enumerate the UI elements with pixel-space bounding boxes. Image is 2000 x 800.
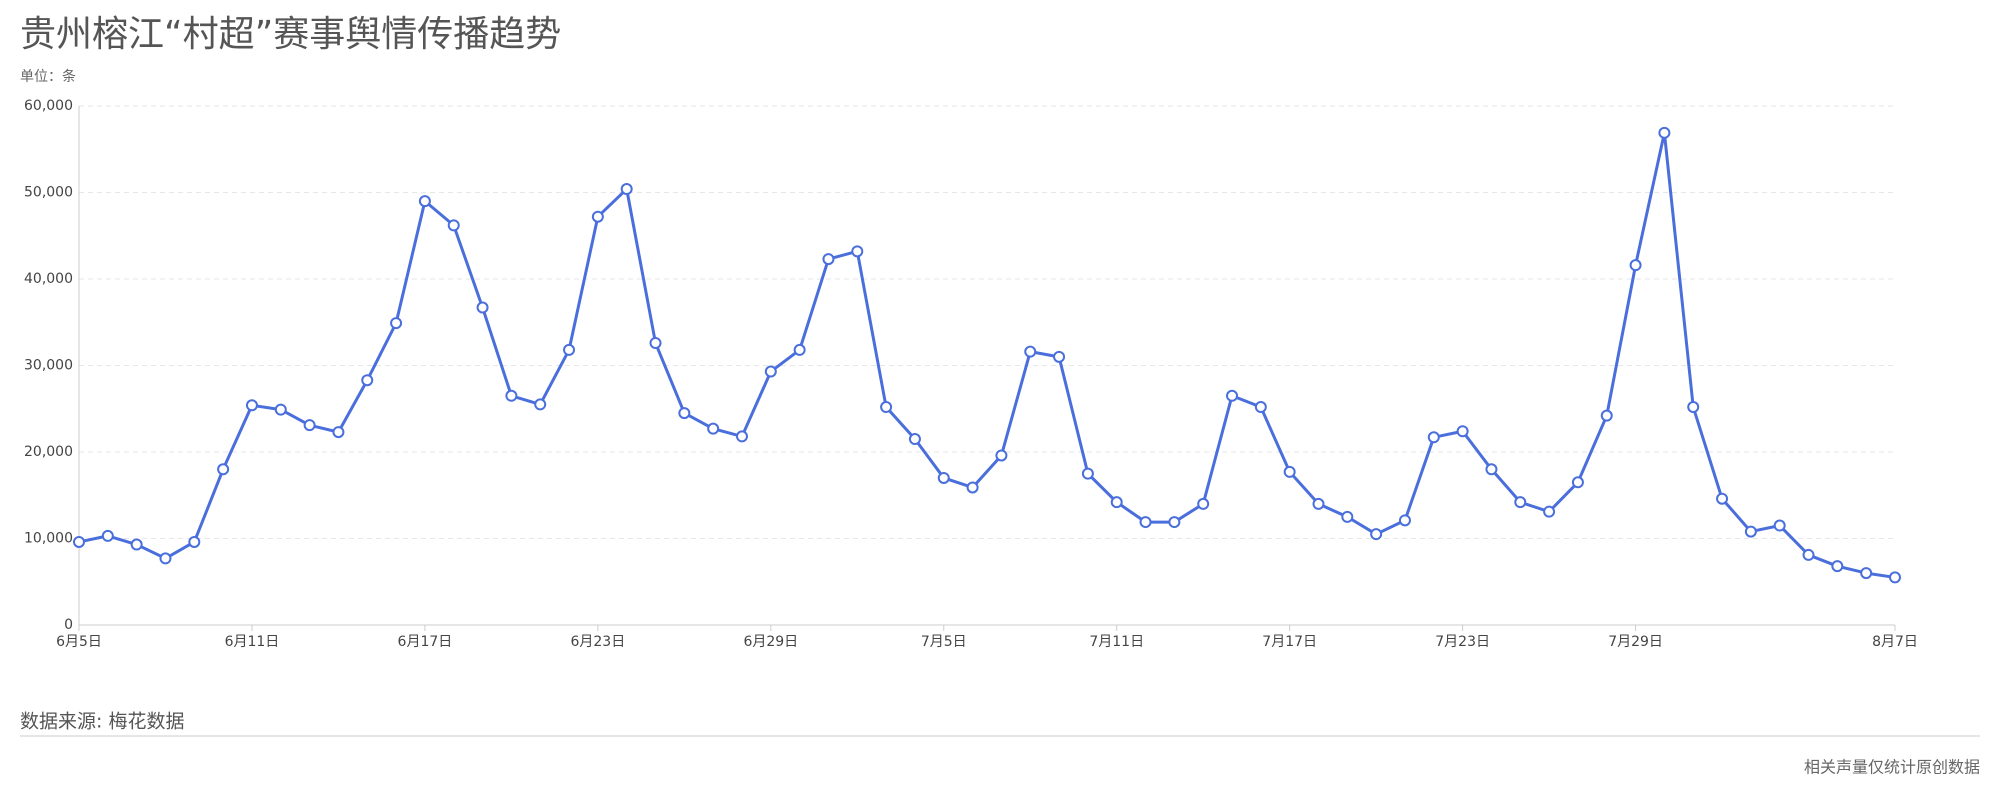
x-tick-label: 7月11日 — [1089, 634, 1144, 650]
point — [73, 535, 85, 548]
point — [1543, 505, 1556, 518]
point — [1197, 497, 1210, 510]
footnote: 相关声量仅统计原创数据 — [1804, 758, 1980, 777]
point — [563, 343, 576, 356]
point — [1831, 560, 1844, 573]
unit-label: 单位：条 — [20, 68, 76, 85]
point — [793, 343, 806, 356]
point — [735, 430, 748, 443]
point — [361, 374, 374, 387]
point — [1889, 571, 1901, 584]
point — [1226, 389, 1239, 402]
point — [245, 399, 258, 412]
x-tick-label: 6月11日 — [225, 634, 280, 650]
point — [534, 398, 547, 411]
point — [1139, 516, 1152, 529]
point — [620, 183, 633, 196]
point — [130, 538, 143, 551]
point — [1716, 492, 1729, 505]
x-tick-label: 8月7日 — [1872, 634, 1918, 650]
point — [1514, 496, 1527, 509]
point — [1053, 350, 1066, 363]
x-tick-label: 7月5日 — [921, 634, 967, 650]
point — [1658, 126, 1671, 139]
point — [880, 401, 893, 414]
point — [937, 471, 950, 484]
point — [1312, 497, 1325, 510]
x-tick-label: 7月23日 — [1435, 634, 1490, 650]
point — [159, 552, 172, 565]
point — [447, 219, 460, 232]
point — [188, 535, 201, 548]
point — [1110, 496, 1123, 509]
point — [678, 407, 691, 420]
point — [274, 403, 287, 416]
source: 数据来源: 梅花数据 — [20, 711, 184, 733]
point — [851, 245, 864, 258]
x-tick-label: 6月23日 — [570, 634, 625, 650]
y-tick-label: 60,000 — [24, 98, 73, 114]
x-tick-label: 6月17日 — [398, 634, 453, 650]
y-tick-label: 0 — [64, 617, 73, 633]
y-tick-label: 40,000 — [24, 271, 73, 287]
point — [1024, 345, 1037, 358]
y-tick-label: 20,000 — [24, 444, 73, 460]
point — [591, 210, 604, 223]
point — [1744, 525, 1757, 538]
point — [1283, 465, 1296, 478]
point — [822, 253, 835, 266]
line — [78, 131, 1896, 579]
point — [1341, 510, 1354, 523]
point — [1860, 567, 1873, 580]
point — [1773, 519, 1786, 532]
point — [1370, 528, 1383, 541]
point — [966, 481, 979, 494]
x-tick-label: 7月17日 — [1262, 634, 1317, 650]
point — [1254, 401, 1267, 414]
point — [101, 529, 114, 542]
y-tick-label: 10,000 — [24, 531, 73, 547]
point — [1629, 259, 1642, 272]
x-tick-label: 6月5日 — [56, 634, 102, 650]
point — [1600, 409, 1613, 422]
point — [332, 426, 345, 439]
point — [390, 317, 403, 330]
point — [303, 419, 316, 432]
y-tick-label: 50,000 — [24, 185, 73, 201]
point — [1398, 514, 1411, 527]
point — [1802, 548, 1815, 561]
y-tick-label: 30,000 — [24, 358, 73, 374]
chart-title: 贵州榕江“村超”赛事舆情传播趋势 — [20, 14, 561, 55]
point — [1168, 516, 1181, 529]
point — [908, 433, 921, 446]
point — [995, 449, 1008, 462]
point — [418, 195, 431, 208]
point — [764, 365, 777, 378]
point — [217, 463, 230, 476]
point — [1427, 431, 1440, 444]
point — [1081, 467, 1094, 480]
point — [649, 337, 662, 350]
x-tick-label: 7月29日 — [1608, 634, 1663, 650]
point — [1456, 425, 1469, 438]
point — [1687, 401, 1700, 414]
point — [505, 389, 518, 402]
point — [1571, 476, 1584, 489]
x-tick-label: 6月29日 — [743, 634, 798, 650]
point — [476, 301, 489, 314]
point — [1485, 463, 1498, 476]
point — [707, 422, 720, 435]
